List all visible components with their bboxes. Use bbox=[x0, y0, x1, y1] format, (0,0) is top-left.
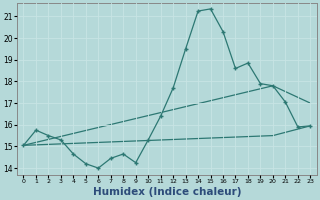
X-axis label: Humidex (Indice chaleur): Humidex (Indice chaleur) bbox=[93, 187, 241, 197]
